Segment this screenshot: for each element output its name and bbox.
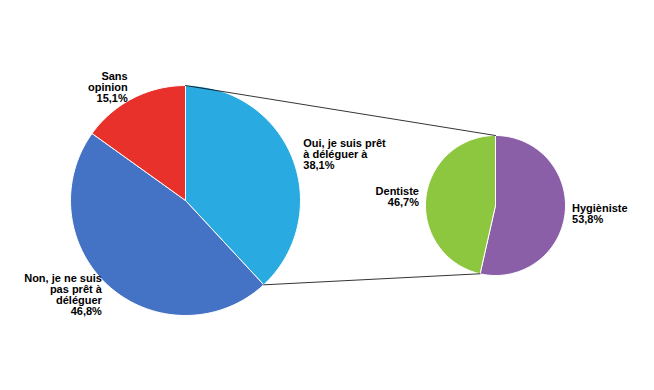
svg-text:Oui, je suis prêtà déléguer à3: Oui, je suis prêtà déléguer à38,1% — [303, 137, 386, 171]
svg-text:Sansopinion15,1%: Sansopinion15,1% — [88, 70, 128, 104]
svg-text:Hygièniste53,8%: Hygièniste53,8% — [572, 202, 628, 225]
svg-text:Non, je ne suispas prêt àdélég: Non, je ne suispas prêt àdéléguer46,8% — [24, 272, 103, 317]
svg-text:Dentiste46,7%: Dentiste46,7% — [376, 185, 420, 208]
